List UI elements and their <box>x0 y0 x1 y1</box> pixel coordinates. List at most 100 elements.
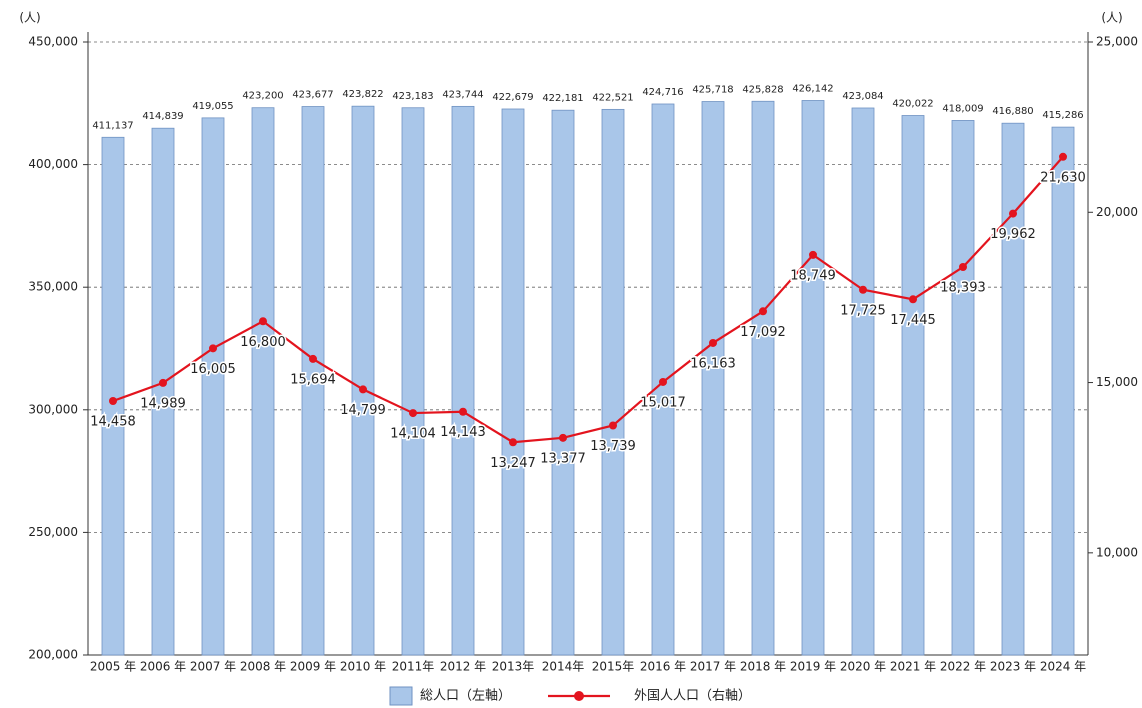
line <box>112 156 1064 444</box>
line-point <box>959 263 967 272</box>
line-value-label: 13,247 <box>490 456 536 471</box>
legend-label: 外国人人口（右軸） <box>634 689 751 704</box>
x-tick-label: 2020 年 <box>840 660 886 674</box>
bar <box>801 100 825 656</box>
x-tick-label: 2012 年 <box>440 660 486 674</box>
line-point <box>209 344 217 353</box>
bar-value-label: 423,822 <box>342 89 383 100</box>
x-tick-label: 2015年 <box>592 660 635 674</box>
bar-value-label: 423,084 <box>842 91 883 102</box>
bar-value-label: 415,286 <box>1042 110 1083 121</box>
legend-label: 総人口（左軸） <box>420 689 511 704</box>
bar <box>351 105 375 656</box>
line-point <box>259 317 267 326</box>
y-tick-label: 400,000 <box>28 157 78 171</box>
line-point <box>809 250 817 259</box>
y-tick-label: 450,000 <box>28 35 78 49</box>
bar <box>201 117 225 656</box>
bar-value-label: 422,679 <box>492 92 533 103</box>
bar <box>951 120 975 656</box>
x-tick-label: 2009 年 <box>290 660 336 674</box>
bar <box>601 108 625 656</box>
line-point <box>909 295 917 304</box>
legend-swatch <box>574 691 584 701</box>
line-point <box>709 338 717 347</box>
x-tick-label: 2021 年 <box>890 660 936 674</box>
bar <box>301 106 325 656</box>
bar-value-label: 425,718 <box>692 85 733 96</box>
bar-value-label: 420,022 <box>892 99 933 110</box>
bar-value-label: 423,183 <box>392 91 433 102</box>
line-value-label: 14,799 <box>340 403 386 418</box>
bar-value-label: 419,055 <box>192 101 233 112</box>
bar <box>851 107 875 656</box>
y2-tick-label: 15,000 <box>1096 375 1138 389</box>
line-point <box>1059 152 1067 161</box>
line-value-label: 13,377 <box>540 451 586 466</box>
bar <box>251 107 275 656</box>
x-tick-label: 2017 年 <box>690 660 736 674</box>
bar <box>551 109 575 656</box>
line-point <box>859 285 867 294</box>
x-tick-label: 2019 年 <box>790 660 836 674</box>
line-value-label: 18,393 <box>940 281 986 296</box>
x-tick-label: 2006 年 <box>140 660 186 674</box>
x-tick-label: 2013年 <box>492 660 535 674</box>
line-point <box>659 377 667 386</box>
bar-value-label: 423,677 <box>292 90 333 101</box>
line-point <box>559 433 567 442</box>
bar-value-label: 418,009 <box>942 103 983 114</box>
x-tick-label: 2007 年 <box>190 660 236 674</box>
line-point <box>359 385 367 394</box>
line-point <box>309 354 317 363</box>
bar <box>501 108 525 656</box>
bar <box>701 101 725 656</box>
bar <box>401 107 425 656</box>
y2-tick-label: 25,000 <box>1096 35 1138 49</box>
y-tick-label: 250,000 <box>28 525 78 539</box>
line-point <box>1009 209 1017 218</box>
line-point <box>159 378 167 387</box>
line-point <box>409 409 417 418</box>
bar-value-label: 426,142 <box>792 83 833 94</box>
line-value-label: 13,739 <box>590 439 636 454</box>
line-point <box>509 438 517 447</box>
bar-value-label: 422,181 <box>542 93 583 104</box>
y-tick-label: 350,000 <box>28 280 78 294</box>
line-value-label: 17,725 <box>840 303 886 318</box>
x-tick-label: 2024 年 <box>1040 660 1086 674</box>
line-value-label: 16,005 <box>190 362 236 377</box>
y-axis-unit: (人) <box>19 11 40 25</box>
line-value-label: 18,749 <box>790 268 836 283</box>
x-tick-label: 2005 年 <box>90 660 136 674</box>
bar <box>751 100 775 656</box>
bar-value-label: 416,880 <box>992 106 1033 117</box>
line-point <box>459 407 467 416</box>
line-value-label: 14,458 <box>90 415 136 430</box>
line-value-label: 15,017 <box>640 395 686 410</box>
x-tick-label: 2010 年 <box>340 660 386 674</box>
bar-value-label: 424,716 <box>642 87 683 98</box>
x-tick-label: 2023 年 <box>990 660 1036 674</box>
line-point <box>759 307 767 316</box>
bar <box>1001 122 1025 656</box>
bar <box>101 136 125 656</box>
x-tick-label: 2014年 <box>542 660 585 674</box>
bar <box>1051 126 1075 656</box>
line-point <box>609 421 617 430</box>
bar-value-label: 422,521 <box>592 92 633 103</box>
legend-swatch <box>389 686 413 706</box>
bar <box>151 127 175 656</box>
x-tick-label: 2008 年 <box>240 660 286 674</box>
line-value-label: 16,163 <box>690 356 736 371</box>
x-tick-label: 2016 年 <box>640 660 686 674</box>
bar-value-label: 423,200 <box>242 91 283 102</box>
line-value-label: 16,800 <box>240 335 286 350</box>
x-tick-label: 2022 年 <box>940 660 986 674</box>
y2-tick-label: 20,000 <box>1096 205 1138 219</box>
line-value-label: 17,092 <box>740 325 786 340</box>
line-value-label: 19,962 <box>990 227 1036 242</box>
bar-value-label: 425,828 <box>742 84 783 95</box>
